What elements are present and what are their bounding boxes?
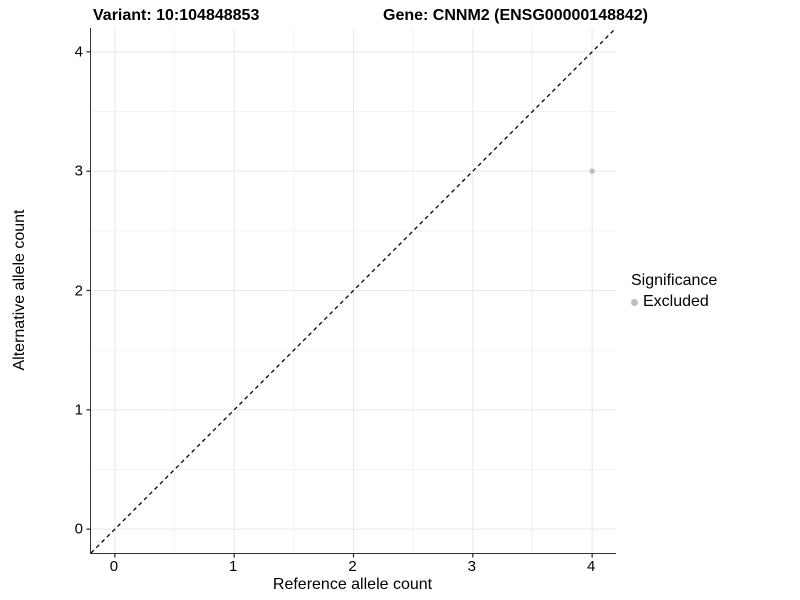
y-tick-label: 4 <box>74 43 83 61</box>
legend: Significance Excluded <box>631 272 717 312</box>
plot-area-svg <box>86 27 617 558</box>
x-axis-label: Reference allele count <box>272 576 433 593</box>
y-tick-label: 2 <box>74 282 83 299</box>
x-tick-label: 4 <box>586 558 596 575</box>
y-tick-label: 3 <box>74 162 83 180</box>
plot-title-gene: Gene: CNNM2 (ENSG00000148842) <box>383 7 649 24</box>
y-axis-label: Alternative allele count <box>11 209 28 371</box>
y-tick-label: 0 <box>74 520 83 538</box>
legend-entry-excluded: Excluded <box>631 292 717 312</box>
data-point-excluded <box>589 168 595 174</box>
excluded-point-icon <box>631 298 638 306</box>
x-tick-label: 1 <box>229 558 238 575</box>
x-tick-label: 0 <box>109 558 119 575</box>
legend-entry-label: Excluded <box>643 293 709 310</box>
plot-panel <box>86 27 617 558</box>
legend-title: Significance <box>631 272 718 289</box>
x-tick-label: 3 <box>467 558 476 575</box>
identity-dashed-line <box>90 27 617 554</box>
y-tick-label: 1 <box>74 401 83 419</box>
x-tick-label: 2 <box>348 558 357 575</box>
plot-title-variant: Variant: 10:104848853 <box>93 7 260 24</box>
